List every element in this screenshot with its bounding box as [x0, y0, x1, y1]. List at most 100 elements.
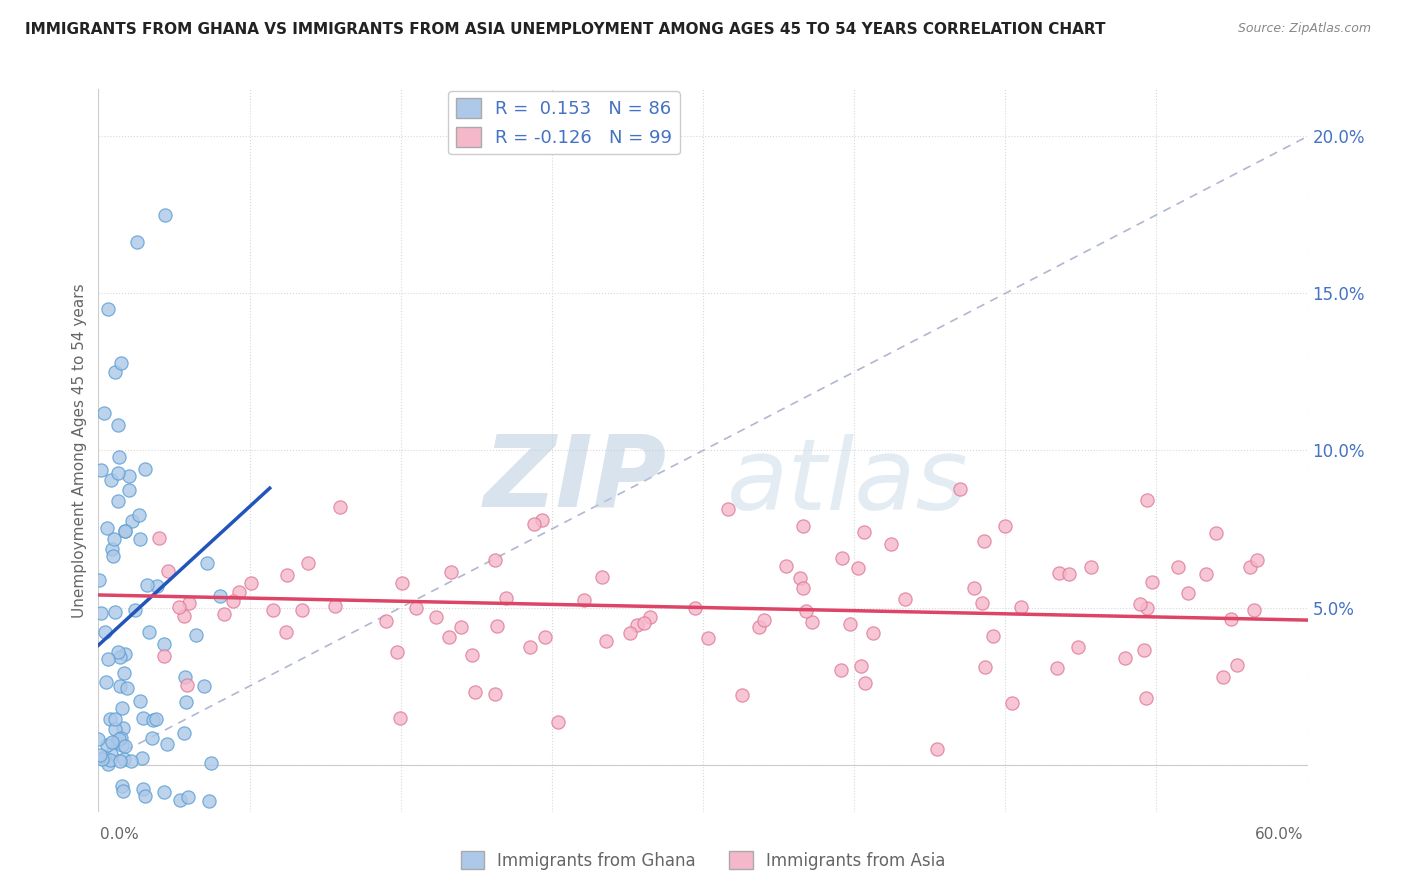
Point	[114, 524, 136, 539]
Point	[153, 785, 176, 799]
Point	[108, 754, 131, 768]
Point	[830, 663, 852, 677]
Point	[134, 461, 156, 475]
Point	[96, 521, 118, 535]
Point	[240, 575, 263, 590]
Point	[1057, 566, 1080, 581]
Point	[697, 631, 720, 645]
Point	[177, 790, 200, 805]
Point	[461, 648, 484, 662]
Point	[1220, 612, 1243, 626]
Point	[523, 516, 546, 531]
Point	[157, 564, 180, 578]
Point	[1226, 657, 1249, 672]
Point	[184, 628, 207, 642]
Point	[1194, 567, 1216, 582]
Point	[775, 558, 797, 573]
Point	[831, 551, 853, 566]
Point	[391, 575, 413, 590]
Point	[329, 500, 352, 514]
Point	[90, 752, 112, 766]
Point	[111, 721, 134, 735]
Point	[1140, 575, 1163, 590]
Text: atlas: atlas	[727, 434, 969, 532]
Point	[193, 679, 215, 693]
Point	[276, 568, 298, 582]
Point	[1246, 553, 1268, 567]
Point	[547, 714, 569, 729]
Point	[107, 731, 129, 746]
Point	[131, 751, 153, 765]
Point	[853, 675, 876, 690]
Point	[94, 675, 117, 690]
Point	[973, 659, 995, 673]
Point	[731, 688, 754, 702]
Point	[169, 793, 191, 807]
Point	[519, 640, 541, 655]
Point	[101, 735, 124, 749]
Point	[141, 731, 163, 746]
Text: ZIP: ZIP	[484, 431, 666, 528]
Point	[96, 738, 118, 752]
Point	[973, 534, 995, 549]
Point	[118, 483, 141, 497]
Point	[132, 711, 155, 725]
Point	[153, 637, 176, 651]
Point	[464, 685, 486, 699]
Point	[195, 556, 218, 570]
Y-axis label: Unemployment Among Ages 45 to 54 years: Unemployment Among Ages 45 to 54 years	[72, 283, 87, 618]
Point	[1067, 640, 1090, 654]
Point	[1136, 601, 1159, 615]
Point	[110, 679, 132, 693]
Point	[748, 620, 770, 634]
Point	[212, 607, 235, 622]
Point	[894, 592, 917, 607]
Text: Source: ZipAtlas.com: Source: ZipAtlas.com	[1237, 22, 1371, 36]
Point	[1243, 603, 1265, 617]
Point	[374, 614, 396, 628]
Point	[638, 610, 661, 624]
Point	[1239, 560, 1261, 574]
Point	[200, 756, 222, 771]
Point	[167, 599, 190, 614]
Point	[800, 615, 823, 629]
Point	[98, 712, 121, 726]
Point	[485, 619, 508, 633]
Point	[107, 450, 129, 464]
Point	[880, 537, 903, 551]
Point	[1205, 525, 1227, 540]
Point	[1001, 697, 1024, 711]
Point	[111, 779, 134, 793]
Point	[173, 726, 195, 740]
Point	[683, 601, 706, 615]
Point	[792, 519, 814, 533]
Point	[110, 355, 132, 369]
Point	[174, 695, 197, 709]
Point	[87, 732, 110, 747]
Point	[981, 629, 1004, 643]
Text: 60.0%: 60.0%	[1256, 828, 1303, 842]
Point	[208, 589, 231, 603]
Point	[103, 365, 125, 379]
Point	[849, 659, 872, 673]
Point	[90, 463, 112, 477]
Point	[1010, 599, 1032, 614]
Point	[107, 467, 129, 481]
Point	[124, 603, 146, 617]
Point	[112, 752, 135, 766]
Point	[93, 406, 115, 420]
Point	[450, 620, 472, 634]
Point	[1135, 690, 1157, 705]
Point	[752, 613, 775, 627]
Point	[789, 570, 811, 584]
Point	[633, 615, 655, 630]
Point	[134, 789, 156, 803]
Point	[118, 468, 141, 483]
Point	[145, 712, 167, 726]
Point	[323, 599, 346, 613]
Point	[148, 531, 170, 545]
Point	[530, 512, 553, 526]
Point	[626, 618, 648, 632]
Point	[90, 606, 112, 620]
Point	[291, 602, 314, 616]
